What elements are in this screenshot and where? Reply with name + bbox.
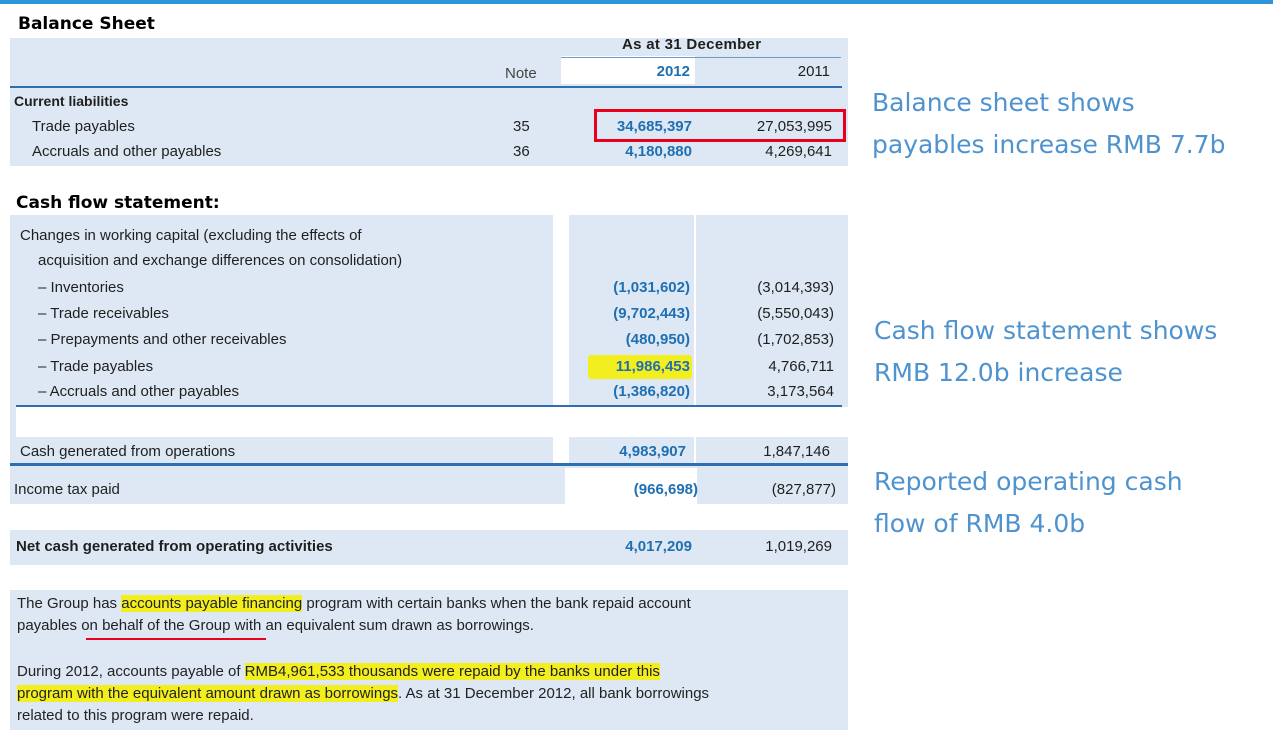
cf-row-2011: (3,014,393) — [757, 279, 834, 296]
bs-row-note: 36 — [513, 143, 530, 160]
trade-payables-cf-highlight — [588, 355, 692, 379]
balance-sheet-panel — [10, 38, 848, 166]
cf-row-2012: (9,702,443) — [613, 305, 690, 322]
trade-payables-highlight-box — [594, 109, 846, 142]
note-text: During 2012, accounts payable of — [17, 663, 245, 680]
note-text: payables on behalf of the Group with an … — [17, 617, 534, 634]
cf-row-2012: 11,986,453 — [615, 358, 690, 375]
cf-blank-row — [10, 504, 848, 530]
cf-row-label: – Trade payables — [38, 358, 154, 375]
bs-section-label: Current liabilities — [14, 93, 129, 109]
cf-row-label: – Accruals and other payables — [38, 383, 239, 400]
bs-row-2012: 4,180,880 — [625, 143, 692, 160]
bs-row-2011: 27,053,995 — [756, 118, 832, 135]
cf-income-tax-label: Income tax paid — [14, 481, 120, 498]
note-text: The Group has — [17, 595, 122, 612]
top-rule — [0, 0, 1273, 4]
bs-header-rule — [10, 86, 842, 88]
cf-row-label: – Inventories — [38, 279, 124, 296]
operating-callout-line1: Reported operating cash — [874, 467, 1183, 496]
note-panel — [10, 590, 848, 730]
balance-callout-line1: Balance sheet shows — [872, 88, 1135, 117]
cashflow-callout-line1: Cash flow statement shows — [874, 316, 1218, 345]
cf-row-2012: (480,950) — [625, 331, 690, 348]
cashflow-callout-line2: RMB 12.0b increase — [874, 358, 1123, 387]
cf-total-rule — [10, 463, 848, 466]
cf-row-2011: 4,766,711 — [768, 358, 834, 375]
cf-subtotal-rule — [16, 405, 842, 407]
bs-col-2011: 2011 — [797, 63, 830, 80]
cf-intro-line: acquisition and exchange differences on … — [38, 252, 403, 269]
on-behalf-underline — [86, 638, 266, 640]
cash-flow-heading: Cash flow statement: — [16, 193, 220, 213]
note-highlight: program with the equivalent amount drawn… — [17, 685, 399, 702]
cf-row-2012: (1,386,820) — [613, 383, 690, 400]
cf-cash-generated-label: Cash generated from operations — [20, 443, 236, 460]
bs-col-note: Note — [505, 65, 537, 82]
cf-cash-generated-2012: 4,983,907 — [619, 443, 686, 460]
cf-net-cash-label: Net cash generated from operating activi… — [16, 538, 333, 555]
cf-row-label: – Prepayments and other receivables — [38, 331, 287, 348]
cf-row-2012: (1,031,602) — [613, 279, 690, 296]
note-text: program with certain banks when the bank… — [302, 595, 691, 612]
cf-gap-column — [694, 215, 696, 465]
balance-callout-line2: payables increase RMB 7.7b — [872, 130, 1226, 159]
cf-cash-generated-2011: 1,847,146 — [763, 443, 830, 460]
cf-row-label: – Trade receivables — [38, 305, 169, 322]
bs-row-label: Trade payables — [32, 118, 135, 135]
cf-row-2011: (1,702,853) — [757, 331, 834, 348]
cf-blank-row — [16, 407, 848, 437]
balance-sheet-heading: Balance Sheet — [18, 14, 155, 34]
note-highlight: RMB4,961,533 thousands were repaid by th… — [244, 663, 660, 680]
cf-net-cash-2012: 4,017,209 — [625, 538, 692, 555]
cf-row-2011: (5,550,043) — [757, 305, 834, 322]
bs-row-2011: 4,269,641 — [765, 143, 832, 160]
cf-income-tax-2012: (966,698) — [633, 481, 698, 498]
bs-period-rule — [561, 57, 841, 58]
note-paragraph-2: During 2012, accounts payable of RMB4,96… — [17, 661, 847, 727]
note-text: related to this program were repaid. — [17, 707, 254, 724]
operating-callout-line2: flow of RMB 4.0b — [874, 509, 1086, 538]
bs-row-label: Accruals and other payables — [32, 143, 222, 160]
bs-row-2012: 34,685,397 — [616, 118, 692, 135]
bs-2012-header-bg — [561, 56, 695, 84]
cf-tax-2012-bg — [565, 468, 697, 504]
cf-gap-column — [553, 215, 569, 465]
note-highlight: accounts payable financing — [121, 595, 303, 612]
note-text: . As at 31 December 2012, all bank borro… — [398, 685, 710, 702]
bs-row-note: 35 — [513, 118, 530, 135]
cf-row-2011: 3,173,564 — [767, 383, 834, 400]
cf-net-cash-2011: 1,019,269 — [765, 538, 832, 555]
bs-period-header: As at 31 December — [622, 36, 762, 53]
note-paragraph-1: The Group has accounts payable financing… — [17, 593, 847, 637]
bs-col-2012: 2012 — [656, 63, 690, 80]
cf-income-tax-2011: (827,877) — [771, 481, 836, 498]
cf-intro-line: Changes in working capital (excluding th… — [20, 227, 362, 244]
